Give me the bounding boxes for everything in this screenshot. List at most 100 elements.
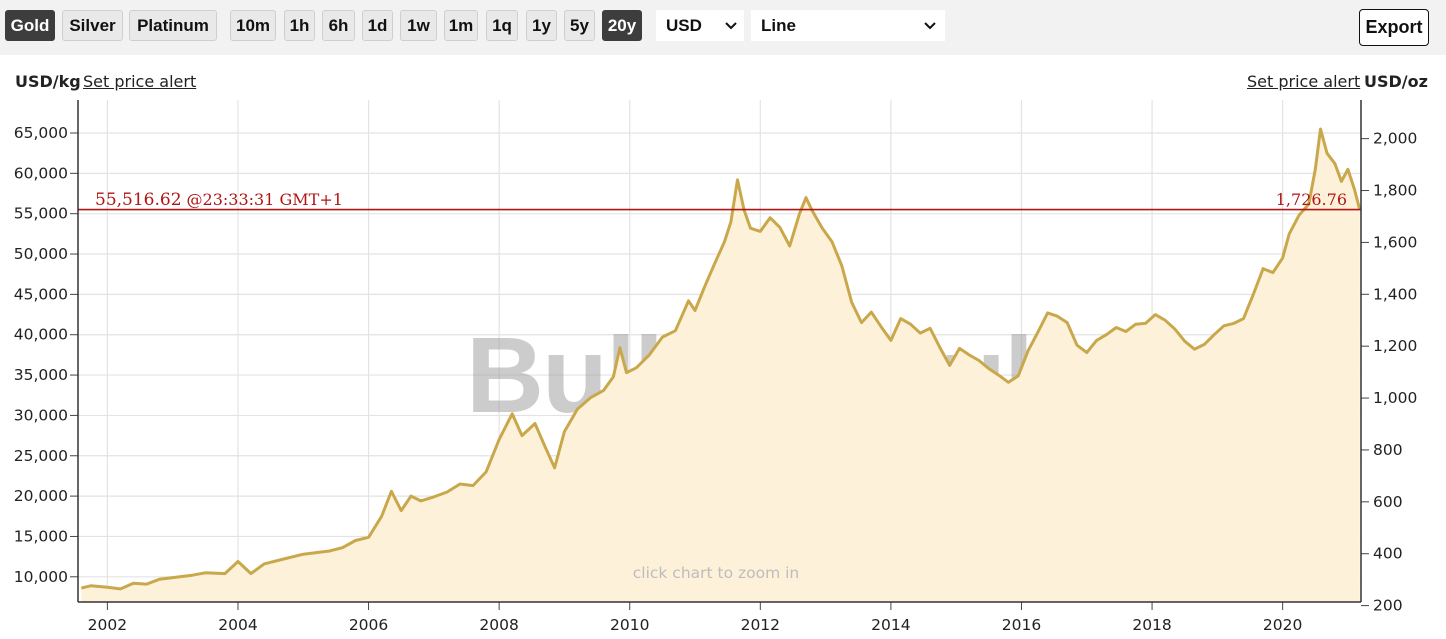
chevron-down-icon [924,22,936,30]
price-point [589,396,592,399]
price-point [788,245,791,248]
price-point [1115,326,1118,329]
price-area-fill [81,129,1360,602]
price-point [1346,168,1349,171]
range-1q-button[interactable]: 1q [486,10,518,41]
range-1w-button[interactable]: 1w [400,10,437,41]
left-tick-label: 30,000 [14,406,68,424]
toolbar: Gold Silver Platinum 10m 1h 6h 1d 1w 1m 1q 1y 5y 20… [0,0,1446,55]
price-point [315,551,318,554]
price-point [237,560,240,563]
price-point [223,572,226,575]
set-price-alert-link-left[interactable]: Set price alert [83,72,197,91]
left-tick-label: 50,000 [14,245,68,263]
left-tick-label: 20,000 [14,487,68,505]
price-point [919,332,922,335]
left-tick-label: 25,000 [14,447,68,465]
x-tick-label: 2018 [1132,616,1171,634]
right-tick-label: 600 [1373,493,1403,511]
price-point [553,466,556,469]
range-5y-button[interactable]: 5y [564,10,595,41]
range-1h-button[interactable]: 1h [284,10,315,41]
price-point [749,227,752,230]
metal-silver-button[interactable]: Silver [62,10,123,41]
price-point [367,536,370,539]
axes: 2002 2004 2006 2008 2010 2012 2014 2016 2018 2020… [14,100,1417,634]
price-point [132,582,135,585]
price-point [419,499,422,502]
price-point [889,339,892,342]
price-point [1203,343,1206,346]
price-point [1252,293,1255,296]
price-point [1036,331,1039,334]
price-point [1340,180,1343,183]
x-tick-label: 2012 [741,616,780,634]
price-point [703,285,706,288]
price-point [798,212,801,215]
price-point [1066,321,1069,324]
price-point [485,470,488,473]
price-chart[interactable]: BullionVault 55,516.62@23:33:31 GMT+1 1,… [0,100,1446,639]
right-tick-label: 800 [1373,441,1403,459]
price-point [341,546,344,549]
chart-style-select[interactable]: Line [751,10,945,41]
price-point [204,571,207,574]
price-point [90,584,93,587]
metal-platinum-button[interactable]: Platinum [129,10,217,41]
price-point [1017,374,1020,377]
price-point [880,325,883,328]
price-point [543,445,546,448]
price-point [736,178,739,181]
price-point [635,366,638,369]
price-point [987,367,990,370]
price-point [1271,271,1274,274]
price-point [805,196,808,199]
price-point [1173,328,1176,331]
range-10m-button[interactable]: 10m [230,10,276,41]
zoom-hint: click chart to zoom in [633,564,800,582]
price-point [713,262,716,265]
price-point [899,317,902,320]
export-button[interactable]: Export [1359,9,1429,46]
price-point [328,550,331,553]
currency-select[interactable]: USD [656,10,744,41]
price-point [661,336,664,339]
price-point [769,216,772,219]
price-point [1095,339,1098,342]
right-tick-label: 2,000 [1373,130,1417,148]
range-1y-button[interactable]: 1y [526,10,557,41]
price-point [1281,257,1284,260]
left-tick-label: 45,000 [14,285,68,303]
price-point [1183,340,1186,343]
range-1m-button[interactable]: 1m [444,10,478,41]
chart-style-select-value: Line [761,16,796,35]
price-point [694,309,697,312]
right-tick-label: 1,400 [1373,285,1417,303]
price-point [968,353,971,356]
price-point [602,389,605,392]
price-point [938,346,941,349]
price-point [618,346,621,349]
right-tick-label: 1,200 [1373,337,1417,355]
range-6h-button[interactable]: 6h [322,10,355,41]
range-1d-button[interactable]: 1d [362,10,393,41]
price-point [1213,333,1216,336]
price-point [674,329,677,332]
currency-select-value: USD [666,16,702,35]
price-point [1326,152,1329,155]
price-point [534,422,537,425]
left-tick-label: 65,000 [14,124,68,142]
price-point [410,495,413,498]
x-tick-label: 2002 [88,616,127,634]
price-point [687,299,690,302]
metal-gold-button[interactable]: Gold [5,10,55,41]
price-point [723,240,726,243]
price-point [380,515,383,518]
price-point [158,578,161,581]
price-point [1319,128,1322,131]
price-point [576,408,579,411]
set-price-alert-link-right[interactable]: Set price alert [1247,72,1361,91]
range-20y-button[interactable]: 20y [602,10,642,41]
price-point [1105,333,1108,336]
price-point [432,495,435,498]
